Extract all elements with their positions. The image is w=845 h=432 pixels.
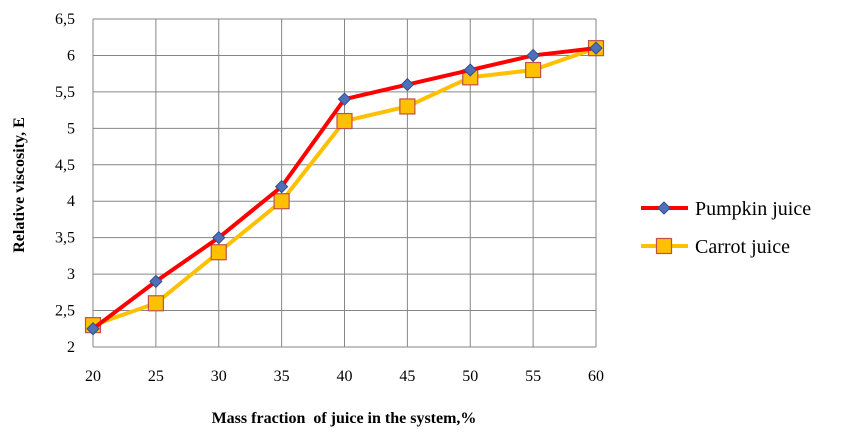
- x-tick-labels: 20 25 30 35 40 45 50 55 60: [85, 368, 604, 385]
- pumpkin-juice-point: [86, 322, 100, 336]
- pumpkin-juice-point: [149, 274, 163, 289]
- y-tick-label: 2,5: [55, 303, 75, 320]
- y-tick-label: 3,5: [55, 230, 75, 247]
- y-tick-label: 6,5: [55, 11, 75, 28]
- carrot-juice-point: [210, 244, 227, 261]
- y-tick-label: 3: [67, 266, 75, 283]
- x-axis-title: Mass fraction of juice in the system,%: [212, 410, 477, 427]
- x-tick-label: 55: [525, 368, 541, 385]
- x-tick-label: 50: [462, 368, 478, 385]
- series-layer: [84, 40, 605, 336]
- x-tick-label: 35: [274, 368, 290, 385]
- carrot-juice-point: [273, 193, 290, 210]
- y-axis-title: Relative viscosity, E: [11, 117, 28, 253]
- y-tick-label: 5: [67, 120, 75, 137]
- pumpkin-juice-point: [212, 230, 226, 245]
- pumpkin-juice-point: [589, 41, 603, 55]
- carrot-juice-point: [399, 98, 416, 115]
- x-tick-label: 60: [588, 368, 604, 385]
- x-tick-label: 30: [211, 368, 227, 385]
- carrot-juice-point: [336, 112, 353, 130]
- pumpkin-juice-point: [526, 48, 540, 63]
- pumpkin-juice-point: [337, 92, 352, 106]
- pumpkin-juice-legend-label: Pumpkin juice: [695, 198, 811, 220]
- pumpkin-juice-point: [274, 179, 289, 194]
- legend: Pumpkin juice Carrot juice: [641, 198, 811, 258]
- x-tick-label: 20: [85, 368, 101, 385]
- x-tick-label: 25: [148, 368, 164, 385]
- carrot-juice-point: [525, 61, 542, 79]
- y-tick-label: 4,5: [55, 157, 75, 174]
- carrot-juice-point: [147, 295, 164, 312]
- pumpkin-juice-series: [86, 41, 603, 336]
- y-tick-label: 5,5: [55, 84, 75, 101]
- y-tick-label: 2: [67, 339, 75, 356]
- y-tick-labels: 2 2,5 3 3,5 4 4,5 5 5,5 6 6,5: [55, 11, 75, 356]
- x-tick-label: 45: [399, 368, 415, 385]
- pumpkin-juice-legend-marker: [657, 201, 671, 215]
- grid: [92, 18, 597, 348]
- pumpkin-juice-point: [400, 77, 415, 92]
- y-tick-label: 4: [67, 193, 75, 210]
- x-tick-label: 40: [337, 368, 353, 385]
- pumpkin-juice-point: [463, 63, 477, 77]
- y-tick-label: 6: [67, 47, 75, 64]
- carrot-juice-legend-marker: [655, 237, 673, 255]
- carrot-juice-legend-label: Carrot juice: [695, 236, 790, 258]
